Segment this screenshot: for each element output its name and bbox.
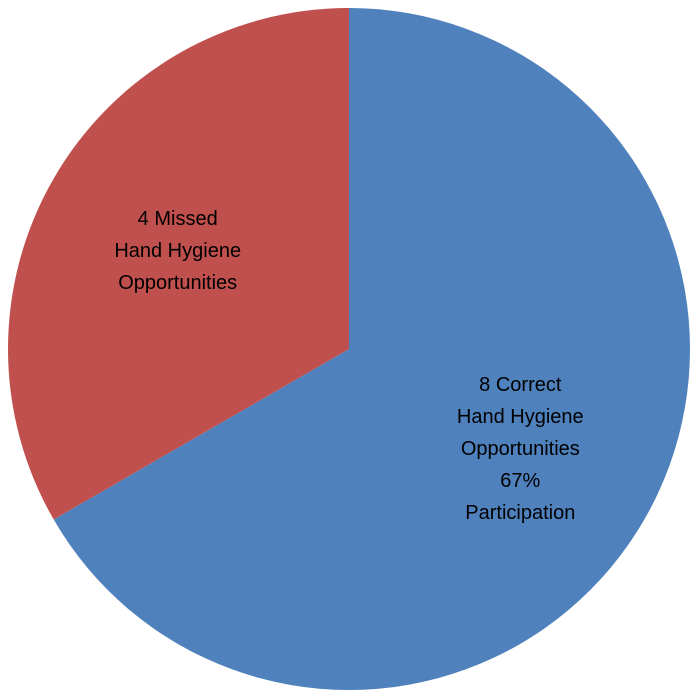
pie-labels: 8 Correct Hand Hygiene Opportunities 67% Par… [114, 208, 583, 524]
slice-label-line: 4 Missed [138, 208, 218, 230]
slice-label-line: 67% [500, 470, 540, 492]
slice-label-0: 8 Correct Hand Hygiene Opportunities 67% Par… [457, 374, 584, 524]
slice-label-line: Hand Hygiene [114, 240, 241, 262]
slice-label-line: Opportunities [461, 438, 580, 460]
slice-label-line: Opportunities [118, 272, 237, 294]
pie-slices [8, 8, 690, 690]
pie-slice-1 [8, 8, 349, 520]
slice-label-line: Participation [465, 502, 575, 524]
slice-label-line: Hand Hygiene [457, 406, 584, 428]
slice-label-line: 8 Correct [479, 374, 562, 396]
pie-slice-0 [53, 8, 690, 690]
slice-label-1: 4 Missed Hand Hygiene Opportunities [114, 208, 241, 294]
